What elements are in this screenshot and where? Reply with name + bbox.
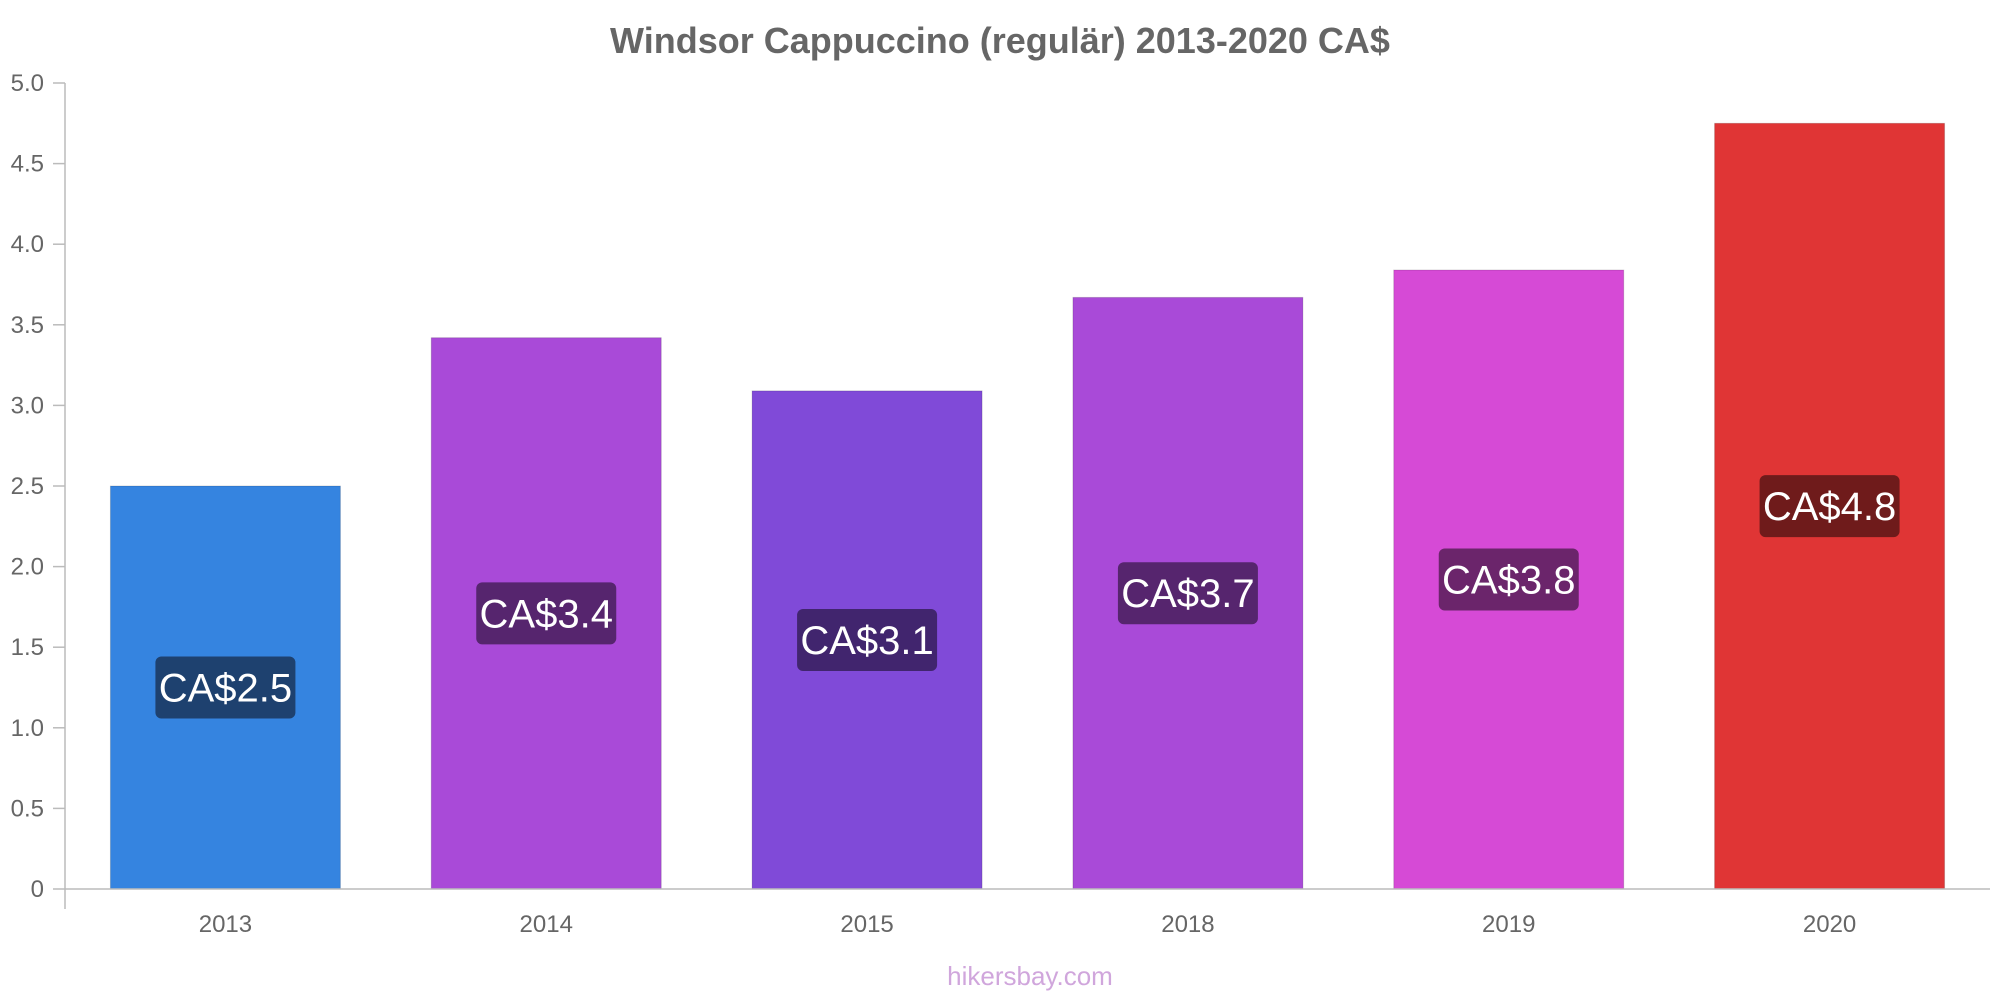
data-label: CA$3.8	[1442, 558, 1575, 602]
y-tick-label: 2.5	[11, 473, 44, 500]
x-tick-label: 2020	[1803, 911, 1856, 938]
y-tick-label: 4.0	[11, 231, 44, 258]
y-tick-label: 3.0	[11, 392, 44, 419]
data-label: CA$4.8	[1763, 485, 1896, 529]
data-label-box	[1759, 475, 1900, 538]
y-axis: 0 0.5 1.0 1.5 2.0 2.5 3.0 3.5 4.0 4.5 5.0	[11, 70, 66, 909]
data-label-box	[797, 608, 938, 671]
y-tick-label: 2.0	[11, 554, 44, 581]
data-label-box	[476, 582, 617, 645]
y-tick-label: 0.5	[11, 795, 44, 822]
data-label: CA$2.5	[159, 667, 292, 711]
y-tick-label: 1.5	[11, 634, 44, 661]
data-label: CA$3.1	[800, 619, 933, 663]
data-label: CA$3.4	[480, 592, 613, 636]
y-tick-label: 3.5	[11, 312, 44, 339]
x-tick-label: 2015	[840, 911, 893, 938]
chart-title: Windsor Cappuccino (regulär) 2013-2020 C…	[610, 20, 1390, 61]
x-axis: 2013 2014 2015 2018 2019 2020	[65, 888, 1990, 938]
x-tick-label: 2014	[520, 911, 573, 938]
y-tick-label: 4.5	[11, 151, 44, 178]
x-tick-label: 2018	[1161, 911, 1214, 938]
y-tick-label: 5.0	[11, 70, 44, 97]
bars: CA$2.5 CA$3.4 CA$3.1 CA$3.7 CA$3.8 CA$4.8	[109, 122, 1946, 890]
data-label: CA$3.7	[1121, 572, 1254, 616]
data-label-box	[155, 656, 296, 719]
y-tick-label: 0	[31, 876, 44, 903]
data-label-box	[1117, 562, 1258, 625]
x-tick-label: 2019	[1482, 911, 1535, 938]
x-tick-label: 2013	[199, 911, 252, 938]
data-label-box	[1438, 548, 1579, 611]
y-tick-label: 1.0	[11, 715, 44, 742]
watermark: hikersbay.com	[947, 961, 1113, 991]
